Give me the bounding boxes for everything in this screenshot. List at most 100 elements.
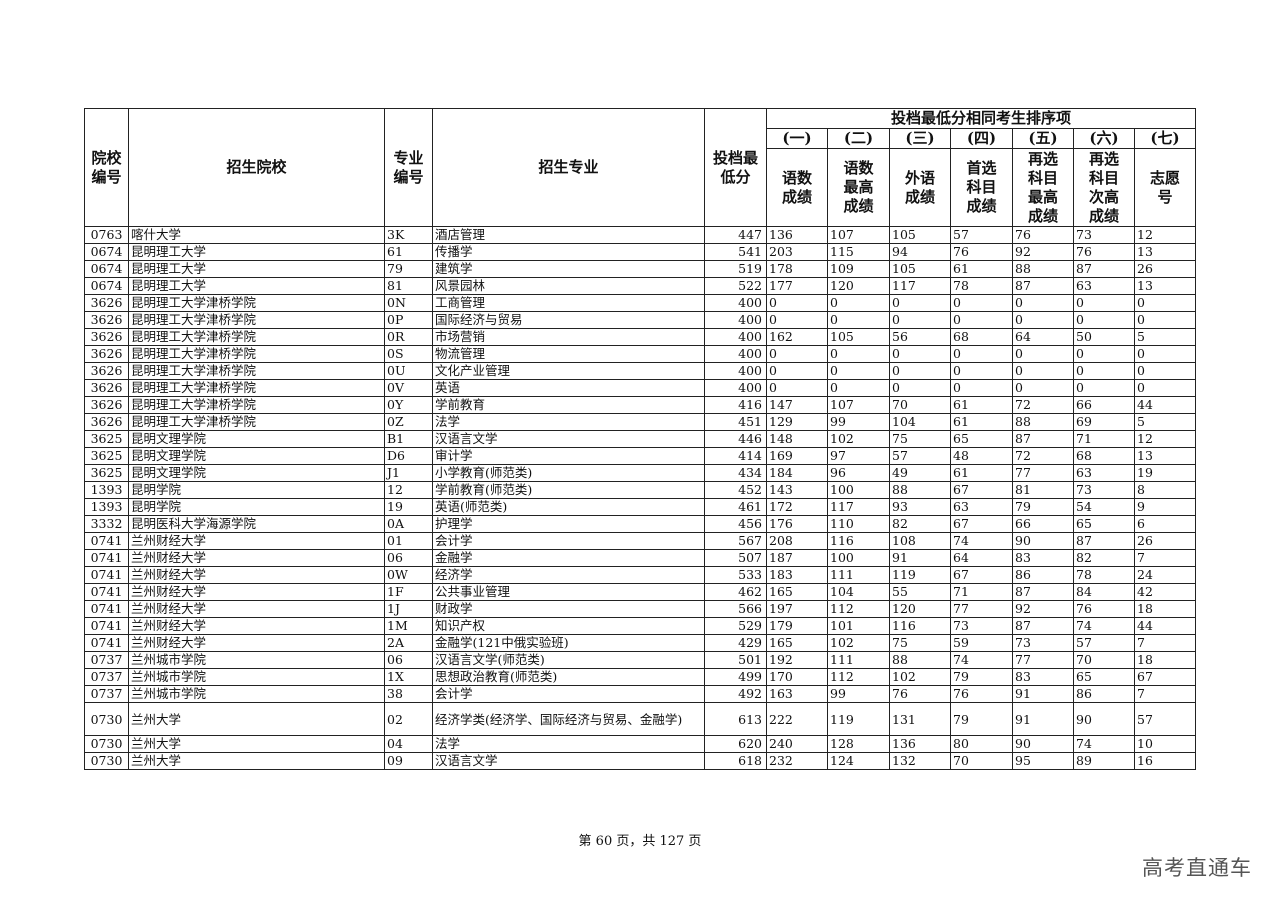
- cell-major-code: 02: [384, 702, 433, 736]
- cell-min-score: 620: [704, 735, 767, 753]
- header-tiebreak-label: 再选科目次高成绩: [1073, 148, 1135, 227]
- cell-major-name: 会计学: [432, 685, 705, 703]
- cell-school-name: 昆明理工大学津桥学院: [128, 328, 385, 346]
- cell-major-code: 81: [384, 277, 433, 295]
- cell-score-5: 77: [1012, 464, 1074, 482]
- cell-score-3: 56: [889, 328, 951, 346]
- cell-score-4: 0: [950, 362, 1013, 380]
- cell-score-3: 108: [889, 532, 951, 550]
- cell-choice-no: 0: [1133, 294, 1197, 312]
- cell-min-score: 613: [704, 702, 767, 736]
- cell-school-code: 3626: [84, 345, 129, 363]
- cell-score-3: 105: [889, 226, 951, 244]
- header-tiebreak-num: (七): [1133, 128, 1197, 149]
- cell-score-3: 76: [889, 685, 951, 703]
- cell-score-6: 66: [1073, 396, 1135, 414]
- table-row: 0737 兰州城市学院 1X 思想政治教育(师范类) 499 170 112 102 79 83 6…: [84, 668, 1197, 686]
- cell-score-4: 79: [950, 702, 1013, 736]
- cell-score-6: 65: [1073, 668, 1135, 686]
- cell-score-5: 0: [1012, 362, 1074, 380]
- cell-score-5: 87: [1012, 583, 1074, 601]
- table-row: 3626 昆明理工大学津桥学院 0U 文化产业管理 400 0 0 0 0 0 0 0: [84, 362, 1197, 380]
- cell-major-code: 1X: [384, 668, 433, 686]
- cell-score-1: 178: [766, 260, 828, 278]
- cell-score-5: 86: [1012, 566, 1074, 584]
- cell-score-4: 77: [950, 600, 1013, 618]
- cell-score-5: 91: [1012, 702, 1074, 736]
- table-row: 0737 兰州城市学院 06 汉语言文学(师范类) 501 192 111 88 74 77 70 1…: [84, 651, 1197, 669]
- header-tiebreak-label: 再选科目最高成绩: [1012, 148, 1074, 227]
- table-row: 0737 兰州城市学院 38 会计学 492 163 99 76 76 91 86 7: [84, 685, 1197, 703]
- table-row: 0730 兰州大学 02 经济学类(经济学、国际经济与贸易、金融学) 613 222 119…: [84, 702, 1197, 736]
- cell-major-code: 0A: [384, 515, 433, 533]
- cell-score-2: 124: [827, 752, 890, 770]
- cell-score-5: 79: [1012, 498, 1074, 516]
- cell-score-4: 76: [950, 685, 1013, 703]
- cell-score-3: 117: [889, 277, 951, 295]
- cell-score-2: 109: [827, 260, 890, 278]
- table-row: 3625 昆明文理学院 B1 汉语言文学 446 148 102 75 65 87 71 12: [84, 430, 1197, 448]
- cell-school-code: 0763: [84, 226, 129, 244]
- cell-choice-no: 16: [1133, 752, 1197, 770]
- cell-score-1: 179: [766, 617, 828, 635]
- cell-score-4: 76: [950, 243, 1013, 261]
- cell-min-score: 522: [704, 277, 767, 295]
- cell-min-score: 456: [704, 515, 767, 533]
- cell-score-2: 0: [827, 311, 890, 329]
- cell-major-code: 3K: [384, 226, 433, 244]
- cell-score-1: 0: [766, 345, 828, 363]
- cell-school-code: 3626: [84, 413, 129, 431]
- cell-score-5: 0: [1012, 294, 1074, 312]
- cell-major-name: 物流管理: [432, 345, 705, 363]
- cell-score-5: 72: [1012, 396, 1074, 414]
- cell-score-5: 95: [1012, 752, 1074, 770]
- cell-score-6: 74: [1073, 735, 1135, 753]
- cell-score-3: 104: [889, 413, 951, 431]
- table-row: 0741 兰州财经大学 1M 知识产权 529 179 101 116 73 87 74 44: [84, 617, 1197, 635]
- cell-major-code: 0N: [384, 294, 433, 312]
- cell-score-4: 63: [950, 498, 1013, 516]
- cell-score-2: 115: [827, 243, 890, 261]
- cell-major-name: 学前教育: [432, 396, 705, 414]
- cell-score-5: 77: [1012, 651, 1074, 669]
- cell-score-3: 102: [889, 668, 951, 686]
- cell-min-score: 400: [704, 328, 767, 346]
- cell-choice-no: 0: [1133, 362, 1197, 380]
- cell-major-code: B1: [384, 430, 433, 448]
- cell-min-score: 541: [704, 243, 767, 261]
- cell-score-3: 75: [889, 634, 951, 652]
- header-tiebreak-num: (二): [827, 128, 890, 149]
- cell-school-name: 昆明理工大学: [128, 277, 385, 295]
- cell-score-3: 0: [889, 379, 951, 397]
- cell-score-4: 67: [950, 566, 1013, 584]
- table-row: 0741 兰州财经大学 1J 财政学 566 197 112 120 77 92 76 18: [84, 600, 1197, 618]
- cell-score-1: 165: [766, 583, 828, 601]
- cell-score-5: 0: [1012, 311, 1074, 329]
- cell-score-6: 90: [1073, 702, 1135, 736]
- cell-min-score: 414: [704, 447, 767, 465]
- cell-major-code: 61: [384, 243, 433, 261]
- cell-major-name: 审计学: [432, 447, 705, 465]
- cell-choice-no: 13: [1133, 243, 1197, 261]
- cell-choice-no: 9: [1133, 498, 1197, 516]
- cell-choice-no: 44: [1133, 617, 1197, 635]
- header-tiebreak-label: 志愿号: [1133, 148, 1197, 227]
- cell-score-2: 100: [827, 549, 890, 567]
- cell-score-3: 75: [889, 430, 951, 448]
- cell-major-code: 0W: [384, 566, 433, 584]
- cell-major-code: 01: [384, 532, 433, 550]
- cell-major-name: 风景园林: [432, 277, 705, 295]
- table-row: 3332 昆明医科大学海源学院 0A 护理学 456 176 110 82 67 66 65 6: [84, 515, 1197, 533]
- cell-choice-no: 67: [1133, 668, 1197, 686]
- cell-major-code: 12: [384, 481, 433, 499]
- cell-score-3: 93: [889, 498, 951, 516]
- cell-major-name: 市场营销: [432, 328, 705, 346]
- cell-school-code: 0741: [84, 566, 129, 584]
- cell-min-score: 451: [704, 413, 767, 431]
- cell-school-name: 昆明理工大学津桥学院: [128, 362, 385, 380]
- cell-choice-no: 13: [1133, 277, 1197, 295]
- cell-score-4: 65: [950, 430, 1013, 448]
- table-row: 0741 兰州财经大学 1F 公共事业管理 462 165 104 55 71 87 84 42: [84, 583, 1197, 601]
- cell-school-code: 0741: [84, 600, 129, 618]
- cell-school-name: 兰州财经大学: [128, 600, 385, 618]
